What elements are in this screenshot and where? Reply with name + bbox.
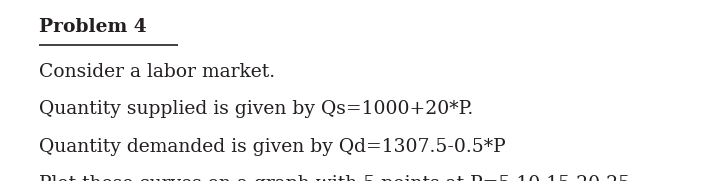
Text: Consider a labor market.: Consider a labor market. (39, 63, 275, 81)
Text: Problem 4: Problem 4 (39, 18, 147, 36)
Text: Plot these curves on a graph with 5 points at P=5,10,15,20,25: Plot these curves on a graph with 5 poin… (39, 175, 630, 181)
Text: Quantity demanded is given by Qd=1307.5-0.5*P: Quantity demanded is given by Qd=1307.5-… (39, 138, 505, 155)
Text: Quantity supplied is given by Qs=1000+20*P.: Quantity supplied is given by Qs=1000+20… (39, 100, 473, 118)
